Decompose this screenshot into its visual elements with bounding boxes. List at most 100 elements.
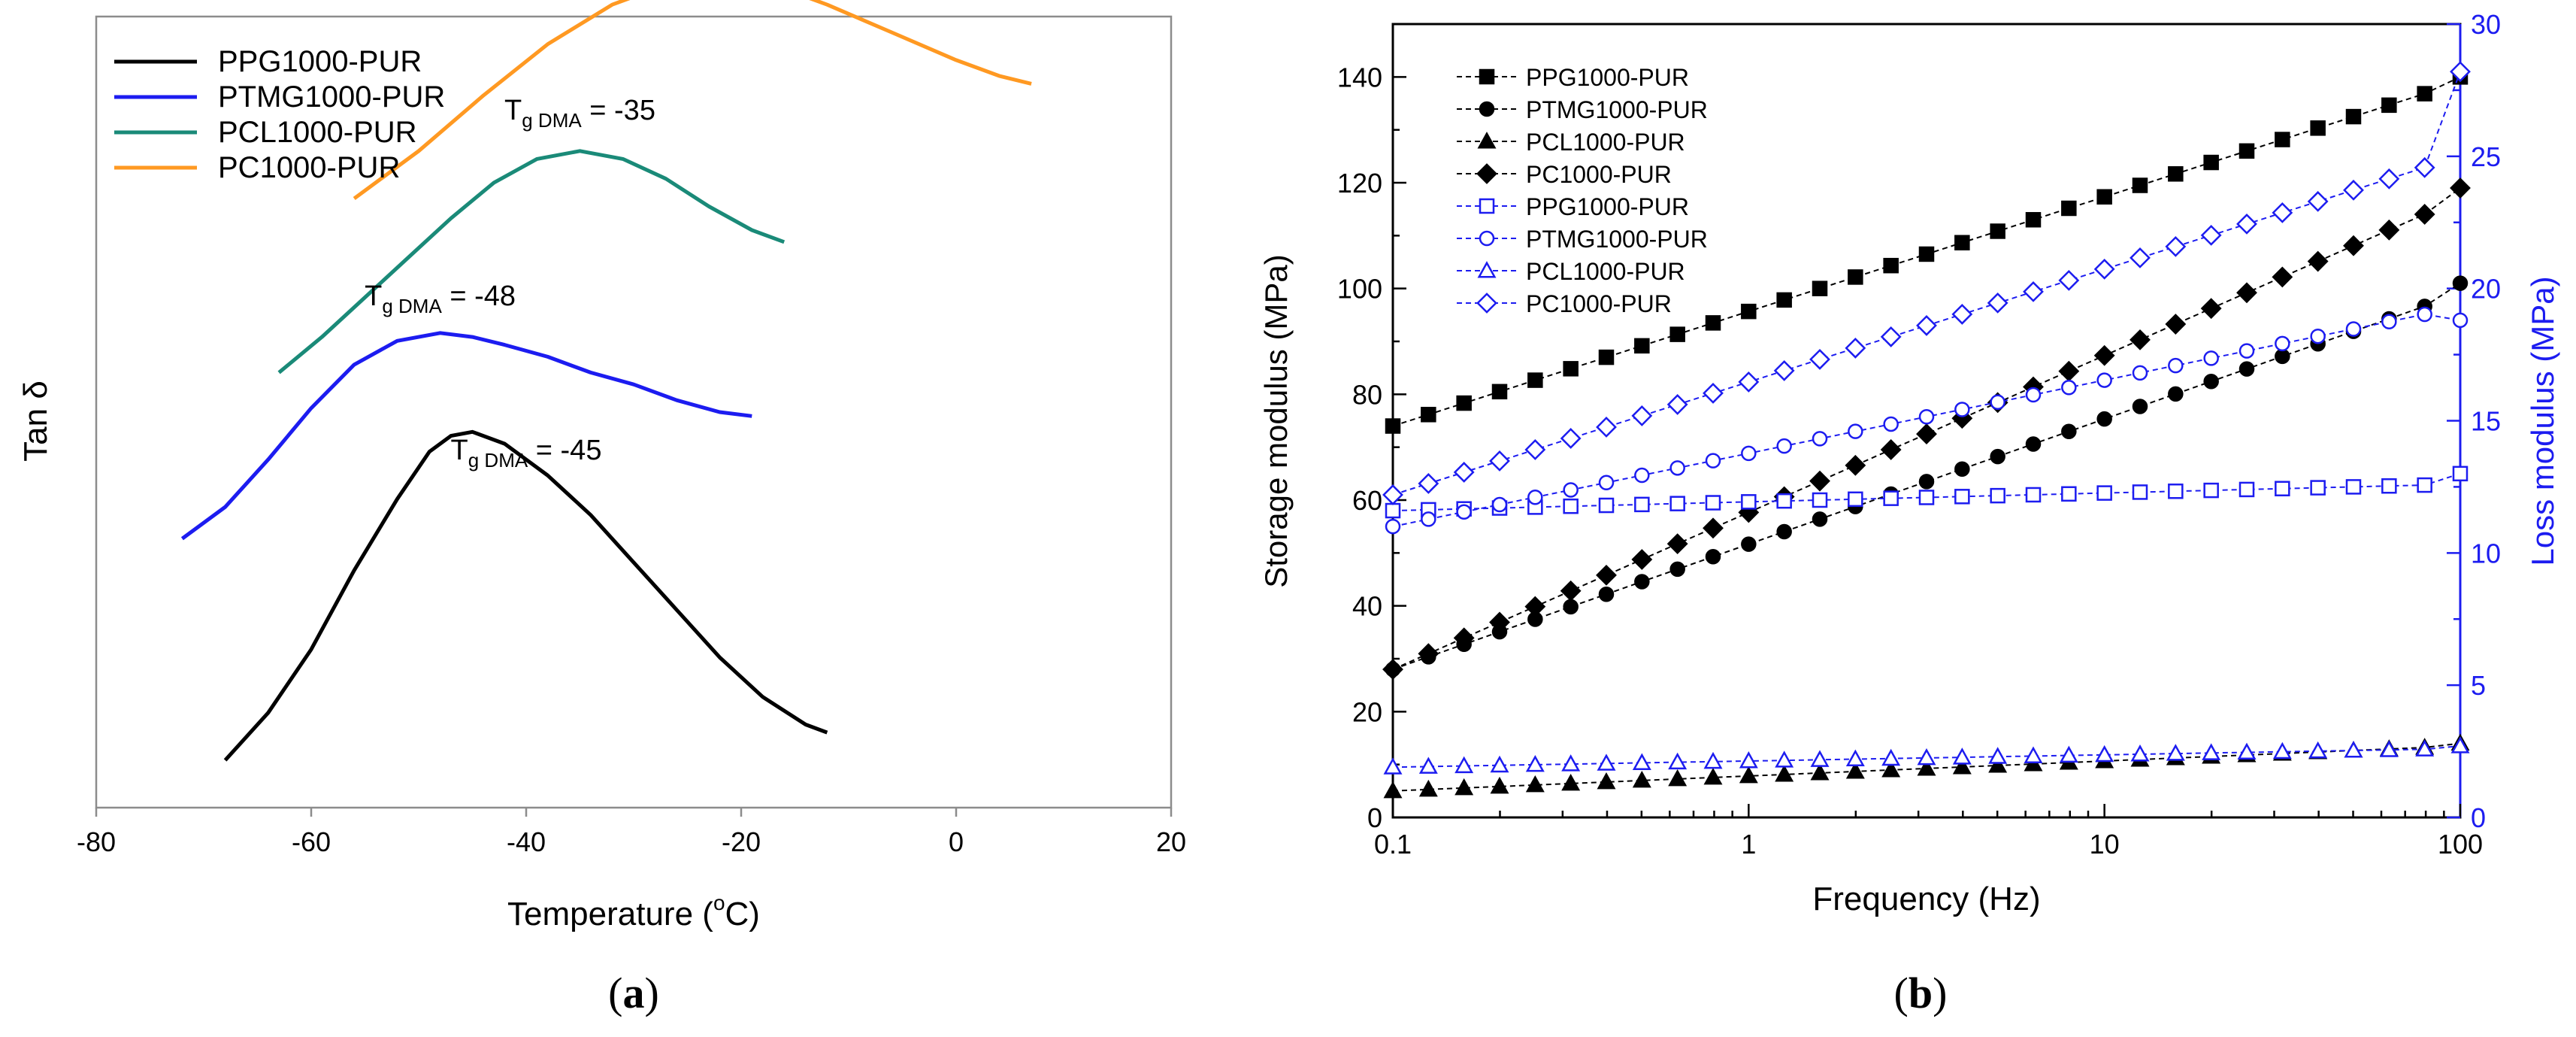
panel-b-loss-series-point: [2132, 484, 2148, 500]
panel-b-loss-series-point: [2132, 365, 2148, 381]
panel-b-storage-series-point: [1489, 611, 1510, 633]
panel-b-storage-series-point: [1845, 762, 1865, 779]
panel-b-storage-series-point: [2061, 423, 2077, 440]
panel-b-legend-marker: [1476, 163, 1497, 184]
panel-b-loss-series-point: [1918, 408, 1935, 425]
panel-b-loss-series-point: [1810, 750, 1830, 767]
panel-b-storage-series-point: [2132, 177, 2148, 193]
panel-b-loss-series-point: [2272, 741, 2292, 760]
panel-b-storage-series-point: [1666, 533, 1688, 555]
panel-b-storage-series-point: [2272, 266, 2293, 288]
panel-b-loss-series-point: [2024, 746, 2043, 763]
panel-b-storage-series-point: [2165, 314, 2187, 335]
panel-b-loss-series-point: [1952, 747, 1972, 765]
panel-b-legend-label: PC1000-PUR: [1526, 290, 1672, 317]
panel-b-y2-tick-label: 20: [2471, 274, 2501, 305]
panel-b-storage-series-point: [2345, 108, 2362, 125]
panel-b-y-tick-label: 0: [1367, 802, 1382, 833]
panel-a-series-line: [353, 0, 1032, 201]
panel-b-storage-series-point: [1703, 767, 1723, 785]
panel-b-loss-series-point: [1598, 475, 1615, 491]
panel-b-loss-series-point: [1385, 518, 1401, 535]
panel-b-loss-series-point: [2344, 741, 2363, 758]
panel-b-y2-tick-label: 0: [2471, 802, 2486, 833]
panel-a-x-axis-label-main: Temperature (: [507, 896, 713, 932]
panel-b-loss-series-point: [1848, 423, 1863, 439]
panel-b-storage-series-point: [1456, 395, 1472, 411]
panel-b-loss-series-point: [2203, 350, 2219, 366]
panel-b-legend-label: PCL1000-PUR: [1526, 129, 1685, 156]
panel-b-loss-series-point: [1705, 453, 1721, 468]
panel-b-y2-tick-label: 10: [2471, 538, 2501, 569]
panel-b-storage-series-point: [1741, 303, 1757, 320]
panel-b-storage-series-point: [1385, 418, 1401, 434]
panel-b-storage-series-point: [1668, 769, 1688, 787]
panel-b-loss-series-point: [1385, 502, 1401, 519]
panel-b-loss-series-point: [2237, 742, 2257, 760]
panel-b-loss-series-point: [2023, 280, 2044, 302]
panel-b-storage-series-point: [2238, 361, 2255, 377]
panel-b-storage-series-point: [1418, 779, 1438, 797]
panel-b-storage-series-point: [2132, 399, 2148, 414]
panel-b-loss-series-point: [2166, 744, 2185, 761]
panel-a-x-axis-label: Temperature (oC): [507, 891, 760, 932]
panel-a-legend-label: PPG1000-PUR: [218, 45, 422, 78]
panel-b-storage-series-point: [1634, 338, 1650, 354]
panel-b-loss-series-point: [1563, 498, 1579, 514]
panel-b-loss-series-point: [2307, 190, 2329, 212]
panel-b-storage-series-point: [2096, 411, 2112, 427]
panel-b-loss-series-point: [1491, 496, 1508, 513]
panel-b-loss-series-point: [1634, 467, 1650, 484]
panel-b-storage-series-point: [1491, 384, 1508, 400]
panel-b-y-tick-label: 20: [1352, 696, 1382, 727]
panel-b-loss-series-point: [1489, 450, 1510, 472]
panel-a-legend-label: PTMG1000-PUR: [218, 80, 445, 114]
panel-b-loss-series-point: [1809, 348, 1830, 370]
panel-a-series-line: [180, 331, 752, 541]
panel-b-storage-series-point: [1848, 269, 1863, 285]
panel-b-storage-series-point: [1527, 372, 1543, 388]
panel-b-storage-series-point: [1812, 280, 1828, 296]
panel-b-loss-series-point: [1739, 751, 1758, 769]
panel-b-storage-series-point: [1776, 523, 1792, 540]
panel-b-storage-series-point: [1703, 517, 1724, 539]
panel-b-storage-series-point: [2452, 275, 2469, 291]
panel-b-storage-series-point: [2310, 120, 2326, 136]
panel-b-storage-series-point: [2061, 200, 2077, 217]
panel-a-legend-label: PC1000-PUR: [218, 151, 400, 184]
panel-b-loss-series-point: [1773, 360, 1795, 381]
panel-b-legend-label: PTMG1000-PUR: [1526, 226, 1708, 253]
panel-b-loss-series-point: [1527, 489, 1543, 505]
panel-b-loss-series-point: [2168, 484, 2184, 499]
panel-b-loss-series-point: [1917, 747, 1936, 766]
panel-a-tg-annotation: Tg DMA = -35: [504, 95, 655, 132]
panel-b-loss-series-point: [1845, 337, 1866, 359]
panel-b-loss-series-point: [2058, 269, 2080, 291]
panel-b-storage-series-point: [1563, 599, 1579, 615]
panel-b-y-tick-label: 80: [1352, 379, 1382, 410]
panel-b-storage-series-point: [2200, 298, 2222, 320]
panel-b-loss-series-point: [2379, 740, 2399, 757]
panel-b-loss-series-point: [1456, 504, 1472, 520]
panel-b-storage-series-point: [1634, 574, 1650, 590]
panel-b-storage-series-point: [1418, 643, 1439, 665]
panel-b-storage-series-point: [2414, 204, 2435, 225]
panel-b-loss-series-point: [1598, 497, 1615, 514]
panel-b-storage-series-point: [1990, 223, 2005, 239]
panel-a-x-axis-label-sup: o: [713, 891, 725, 914]
panel-b-loss-series-point: [2061, 380, 2077, 396]
panel-b-storage-series-point: [1810, 763, 1830, 781]
panel-b-loss-series-point: [1988, 747, 2008, 764]
panel-b-loss-series-point: [1418, 473, 1439, 494]
panel-b-storage-series-point: [1669, 326, 1685, 342]
panel-b-loss-series-point: [2343, 179, 2364, 201]
panel-b-storage-series-point: [2343, 235, 2364, 256]
panel-b-loss-series-point: [1954, 402, 1970, 417]
panel-b-loss-series-point: [2450, 736, 2470, 753]
panel-b-loss-series-point: [2095, 744, 2114, 763]
panel-b-legend-marker: [1477, 132, 1497, 149]
panel-b-loss-series-point: [2168, 357, 2184, 374]
panel-b-legend-marker: [1479, 230, 1495, 247]
panel-b-loss-series-point: [2203, 482, 2219, 499]
panel-b-y2-tick-label: 30: [2471, 9, 2501, 40]
